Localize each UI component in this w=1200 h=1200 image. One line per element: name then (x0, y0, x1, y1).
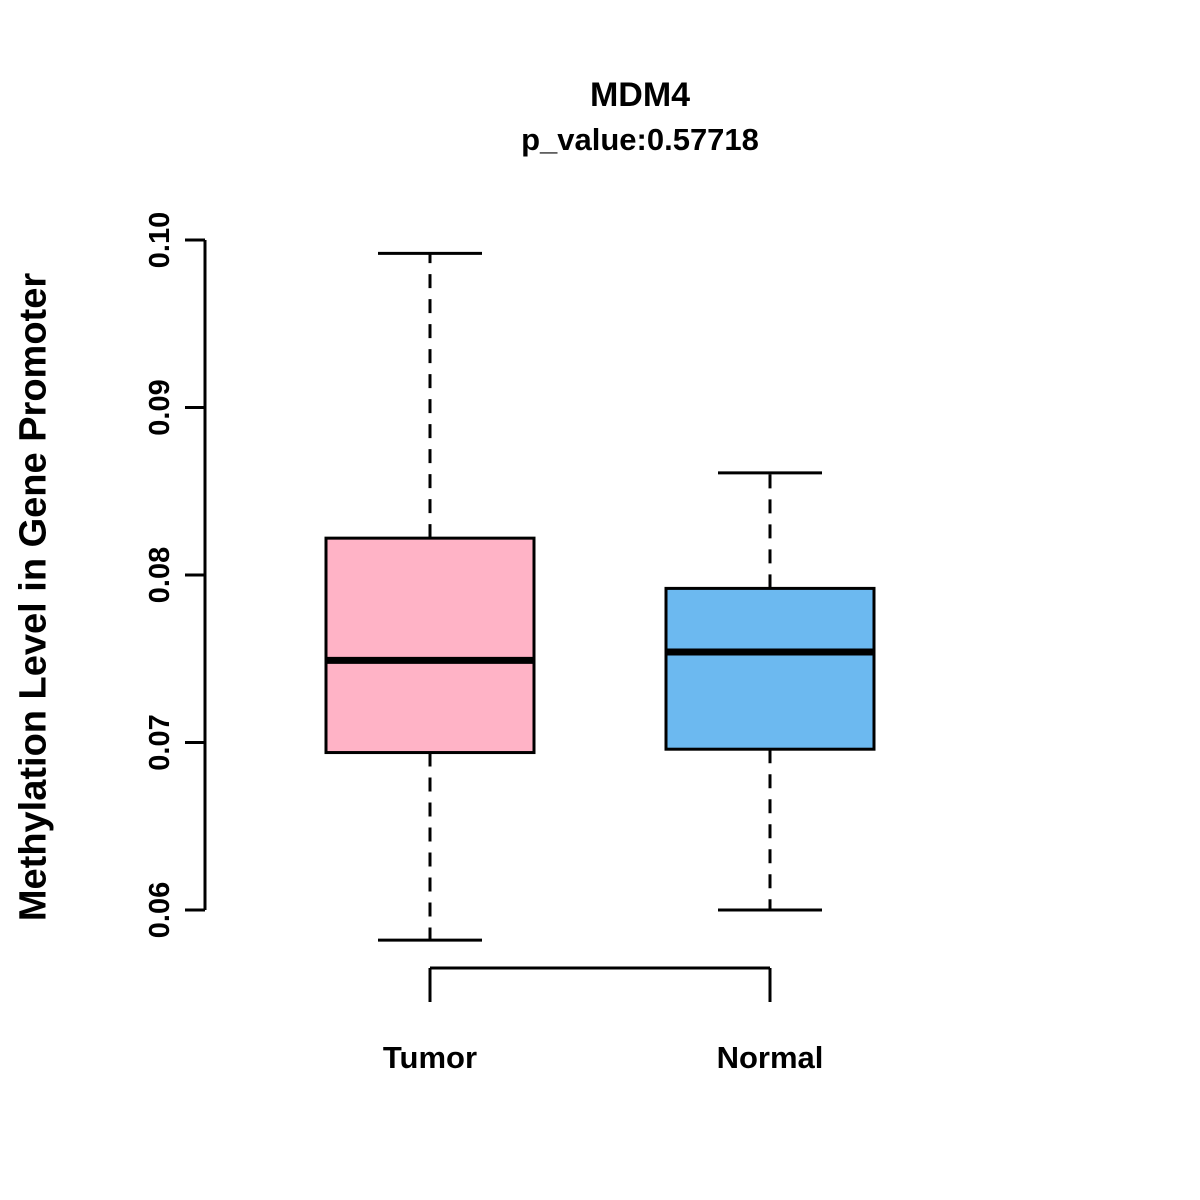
box-normal (664, 586, 876, 751)
y-tick-label: 0.07 (144, 714, 176, 770)
y-tick-label: 0.09 (144, 379, 176, 435)
box-tumor (324, 536, 536, 755)
y-tick-label: 0.08 (144, 547, 176, 603)
y-tick-label: 0.10 (144, 212, 176, 268)
chart-subtitle: p_value:0.57718 (521, 122, 759, 157)
y-tick-label: 0.06 (144, 882, 176, 938)
x-tick-label-normal: Normal (716, 1040, 824, 1075)
chart-title: MDM4 (589, 76, 691, 114)
y-axis-label: Methylation Level in Gene Promoter (12, 272, 55, 922)
x-tick-label-tumor: Tumor (382, 1040, 478, 1075)
